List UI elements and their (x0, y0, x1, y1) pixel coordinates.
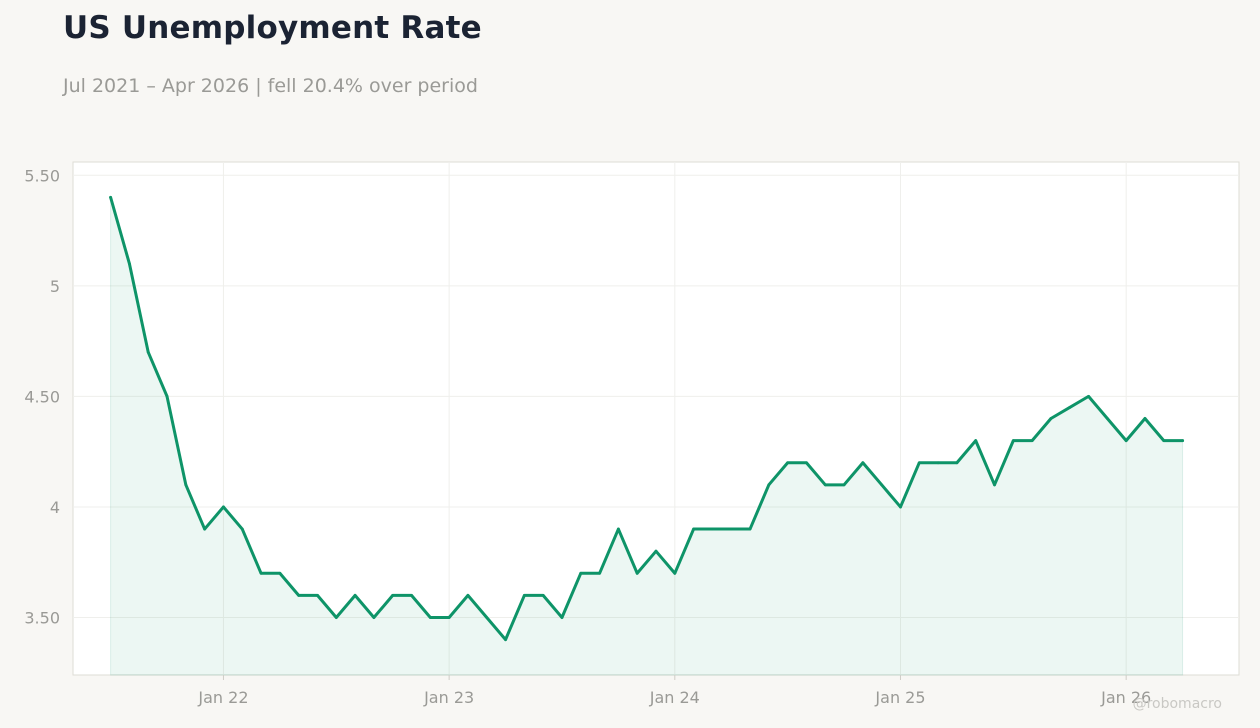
x-tick-label: Jan 22 (197, 688, 248, 707)
y-tick-label: 5.50 (24, 166, 60, 185)
data-point (899, 505, 902, 509)
y-tick-label: 4.50 (24, 387, 60, 406)
data-point (334, 616, 338, 619)
data-point (1030, 439, 1034, 443)
data-point (466, 594, 470, 597)
data-point (748, 527, 752, 531)
data-point (673, 571, 677, 575)
data-point (184, 483, 188, 487)
data-point (729, 527, 733, 531)
data-point (504, 638, 507, 642)
data-point (711, 527, 714, 531)
data-point (823, 483, 827, 487)
y-tick-label: 4 (50, 498, 60, 517)
data-point (786, 461, 790, 465)
data-point (692, 527, 696, 531)
x-tick-label: Jan 24 (649, 688, 700, 707)
data-point (1087, 394, 1090, 398)
data-point (203, 527, 207, 531)
data-point (767, 483, 771, 487)
data-point (353, 594, 357, 597)
data-point (541, 594, 545, 597)
data-point (410, 594, 413, 597)
data-point (1049, 417, 1053, 420)
data-point (579, 571, 583, 575)
data-point (616, 527, 620, 531)
data-point (560, 616, 564, 619)
data-point (165, 394, 169, 398)
data-point (259, 571, 263, 575)
data-point (1181, 439, 1184, 443)
watermark: @robomacro (1132, 696, 1222, 712)
data-point (297, 594, 301, 597)
data-point (1011, 439, 1015, 443)
data-point (485, 616, 489, 619)
plot-area (72, 161, 1240, 676)
series-line (109, 195, 1185, 642)
data-point (598, 571, 601, 575)
data-point (993, 483, 996, 487)
data-point (805, 461, 808, 465)
y-tick-label: 3.50 (24, 609, 60, 628)
data-point (1143, 417, 1147, 420)
data-point (974, 439, 978, 443)
data-point (222, 505, 225, 509)
chart-title: US Unemployment Rate (63, 10, 482, 46)
data-point (955, 461, 959, 465)
data-point (917, 461, 921, 465)
data-point (391, 594, 395, 597)
data-point (316, 594, 319, 597)
data-point (522, 594, 526, 597)
data-point (1124, 439, 1128, 443)
data-point (1068, 406, 1072, 409)
data-point (1105, 417, 1109, 420)
x-tick-label: Jan 26 (1100, 688, 1151, 707)
data-point (428, 616, 432, 619)
chart-subtitle: Jul 2021 – Apr 2026 | fell 20.4% over pe… (63, 75, 478, 97)
x-tick-label: Jan 25 (874, 688, 925, 707)
data-point (278, 571, 282, 575)
data-point (372, 616, 376, 619)
data-point (936, 461, 940, 465)
y-tick-label: 5 (50, 277, 60, 296)
data-point (146, 350, 150, 354)
data-point (109, 195, 113, 199)
data-point (1162, 439, 1166, 443)
data-point (635, 571, 639, 575)
data-point (880, 483, 884, 487)
data-point (654, 549, 658, 553)
data-point (447, 616, 451, 619)
data-point (842, 483, 846, 487)
data-point (128, 262, 131, 266)
data-point (861, 461, 865, 465)
data-point (240, 527, 244, 531)
x-tick-label: Jan 23 (423, 688, 474, 707)
